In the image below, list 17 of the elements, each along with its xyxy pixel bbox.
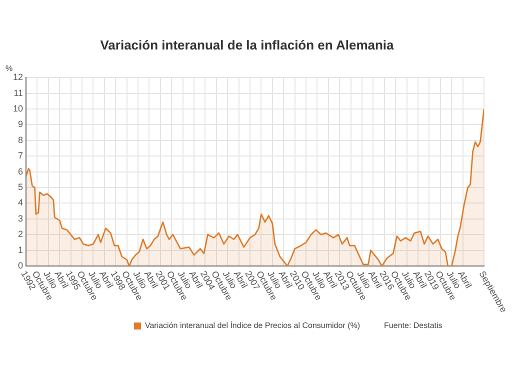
y-tick-label: 4 xyxy=(18,198,24,208)
y-tick-label: 1 xyxy=(18,244,24,255)
y-tick-label: 12 xyxy=(12,72,24,82)
y-tick-label: 10 xyxy=(12,103,24,114)
legend-label: Variación interanual del Índice de Precios al Consumidor (%) xyxy=(144,321,360,330)
source-note: Fuente: Destatis xyxy=(384,321,442,330)
y-tick-label: 6 xyxy=(18,166,24,176)
y-tick-label: 0 xyxy=(18,260,24,270)
y-tick-label: 3 xyxy=(18,213,24,224)
chart-title: Variación interanual de la inflación en Alemania xyxy=(100,37,395,52)
y-tick-label: 8 xyxy=(18,134,24,145)
y-axis-title: % xyxy=(5,64,13,73)
y-tick-label: 9 xyxy=(18,119,24,130)
y-tick-label: 7 xyxy=(18,150,24,161)
y-tick-label: 11 xyxy=(14,88,24,98)
y-tick-label: 2 xyxy=(18,229,24,240)
y-tick-label: 5 xyxy=(18,182,24,192)
